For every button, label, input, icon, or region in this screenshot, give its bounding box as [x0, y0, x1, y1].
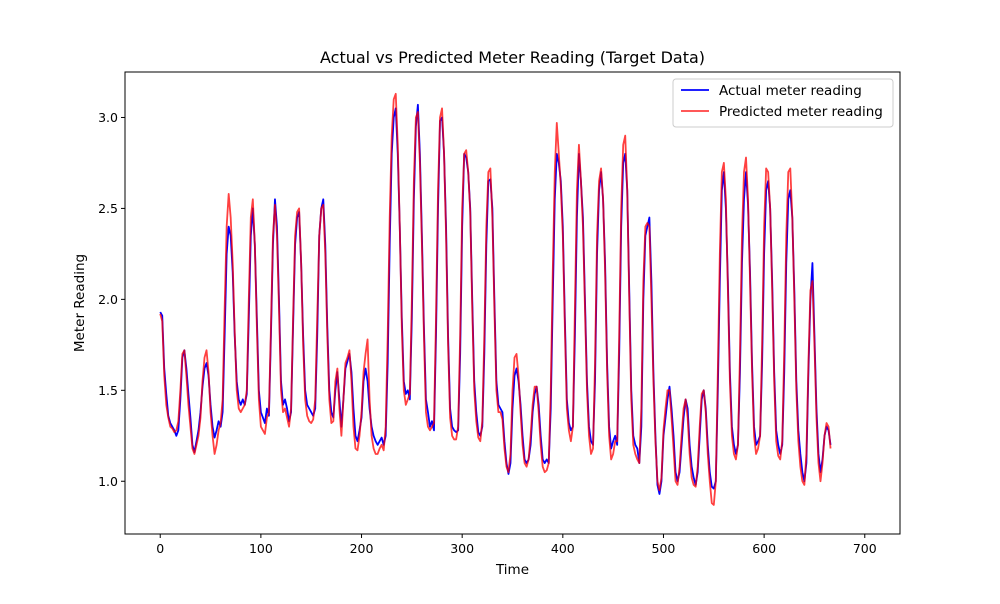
series-line-predicted — [159, 92, 832, 506]
y-tick-label: 3.0 — [98, 110, 118, 125]
series-layer — [159, 92, 832, 506]
x-tick-label: 700 — [853, 541, 877, 556]
x-tick-label: 300 — [450, 541, 474, 556]
x-tick-label: 0 — [156, 541, 164, 556]
x-tick-label: 500 — [652, 541, 676, 556]
x-tick-label: 100 — [249, 541, 273, 556]
legend-box — [672, 78, 894, 128]
x-tick-label: 200 — [350, 541, 374, 556]
x-tick-label: 400 — [551, 541, 575, 556]
y-tick-label: 2.0 — [98, 292, 118, 307]
legend-label-actual: Actual meter reading — [719, 83, 862, 99]
x-axis-label: Time — [495, 562, 529, 578]
x-axis: 0 100 200 300 400 500 600 700 — [156, 534, 877, 556]
legend-label-predicted: Predicted meter reading — [719, 104, 883, 120]
chart-title: Actual vs Predicted Meter Reading (Targe… — [320, 48, 705, 67]
x-tick-label: 600 — [752, 541, 776, 556]
y-tick-label: 1.0 — [98, 474, 118, 489]
legend: Actual meter reading Predicted meter rea… — [672, 78, 894, 128]
y-axis: 1.0 1.5 2.0 2.5 3.0 — [98, 110, 125, 489]
y-axis-label: Meter Reading — [72, 254, 88, 352]
y-tick-label: 1.5 — [98, 383, 118, 398]
plot-frame — [124, 71, 901, 535]
plot-area — [124, 71, 901, 535]
y-tick-label: 2.5 — [98, 201, 118, 216]
